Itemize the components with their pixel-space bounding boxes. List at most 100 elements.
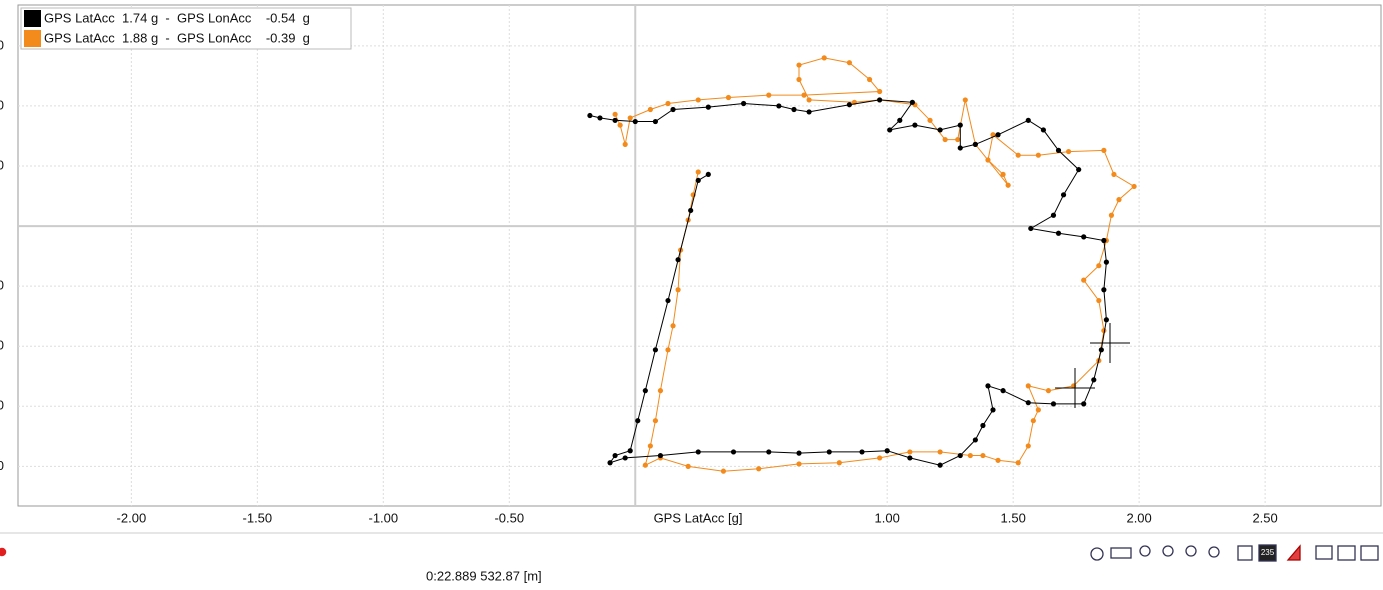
trace-point (1098, 347, 1104, 353)
grid (18, 5, 1381, 506)
trace-point (995, 132, 1001, 138)
trace-point (1000, 388, 1006, 394)
y-tick-label: -0.50 (0, 278, 4, 293)
trace-point (866, 76, 873, 83)
trace-point (1015, 460, 1021, 466)
trace-point (632, 118, 638, 125)
trace-point (1035, 152, 1041, 158)
trace-point (1111, 171, 1117, 178)
trace-point (612, 452, 618, 459)
trace-point (1103, 259, 1109, 265)
warning-icon[interactable] (1286, 544, 1301, 561)
split-icon[interactable] (1337, 545, 1356, 561)
trace-point (877, 97, 883, 103)
zoom-out-icon[interactable] (1185, 545, 1197, 557)
graph-icon[interactable] (1315, 545, 1333, 560)
trace-point (897, 117, 903, 123)
trace-point (1081, 277, 1087, 283)
x-tick-label: 2.00 (1126, 510, 1151, 525)
legend-label: GPS LatAcc 1.74 g - GPS LonAcc -0.54 g (44, 10, 310, 25)
trace-point (826, 449, 832, 455)
trace-point (957, 145, 963, 151)
trace-point (670, 323, 676, 329)
ruler-icon[interactable] (1110, 547, 1132, 559)
trace-point (652, 347, 659, 353)
split3-icon[interactable] (1360, 545, 1379, 561)
trace-point (1028, 225, 1034, 232)
trace-point (985, 383, 991, 389)
trace-point (1101, 287, 1107, 293)
trace-point (912, 122, 918, 128)
trace-point (1108, 212, 1115, 218)
x-tick-label: -0.50 (494, 510, 524, 525)
trace-point (859, 449, 865, 455)
trace-point (877, 88, 883, 95)
zoom-in-icon[interactable] (1162, 545, 1174, 557)
trace-point (1040, 127, 1046, 133)
x-tick-label: 1.00 (875, 510, 900, 525)
trace-point (635, 418, 641, 424)
trace-point (730, 449, 737, 455)
trace-point (695, 449, 701, 455)
x-axis-title: GPS LatAcc [g] (654, 510, 743, 525)
trace-point (657, 452, 664, 459)
trace-point (587, 112, 593, 119)
trace-point (756, 466, 762, 472)
trace-point (617, 122, 623, 128)
trace-point (1065, 148, 1072, 155)
legend-swatch (24, 30, 41, 47)
trace-line (589, 99, 1107, 466)
x-tick-label: 1.50 (1001, 510, 1026, 525)
trace-point (1076, 166, 1082, 173)
layout-icon[interactable] (1237, 545, 1253, 561)
legend: GPS LatAcc 1.74 g - GPS LonAcc -0.54 g GP… (20, 7, 352, 50)
trace-point (607, 460, 613, 466)
trace-point (1000, 171, 1006, 178)
x-tick-label: -1.00 (368, 510, 398, 525)
trace-point (1081, 401, 1087, 407)
trace-point (796, 76, 802, 83)
trace-point (657, 388, 664, 394)
trace-point (622, 455, 628, 461)
trace-point (957, 122, 963, 128)
y-tick-label: 0.50 (0, 157, 4, 172)
x-tick-label: 2.50 (1252, 510, 1277, 525)
trace-point (647, 443, 653, 449)
trace-point (937, 449, 943, 455)
badge-icon[interactable] (1258, 544, 1277, 562)
trace-point (612, 117, 618, 123)
status-readout: 0:22.889 532.87 [m] (426, 568, 542, 583)
stopwatch-icon[interactable] (1090, 547, 1104, 561)
trace-point (740, 100, 747, 107)
trace-point (937, 127, 943, 133)
trace-point (652, 118, 659, 125)
trace-point (622, 141, 628, 147)
trace-point (907, 449, 913, 455)
trace-point (972, 141, 978, 147)
trace-point (909, 99, 915, 105)
record-indicator[interactable] (0, 546, 8, 558)
trace-point (720, 468, 727, 474)
trace-point (766, 449, 772, 455)
trace-point (884, 448, 890, 454)
trace-point (1050, 212, 1057, 218)
trace-point (846, 60, 853, 66)
trace-point (1081, 234, 1087, 240)
trace-point (642, 462, 648, 468)
zoom-fit-icon[interactable] (1208, 546, 1220, 558)
legend-swatch (24, 10, 41, 27)
trace-point (1045, 388, 1052, 394)
zoom-icon[interactable] (1139, 545, 1151, 557)
trace-point (877, 455, 883, 461)
trace-point (796, 450, 802, 456)
trace-point (1025, 383, 1031, 389)
y-tick-label: 1.00 (0, 97, 4, 112)
trace-point (1025, 443, 1031, 449)
trace-point (1030, 418, 1036, 424)
trace-point (685, 463, 691, 469)
trace-point (972, 437, 978, 443)
trace-point (985, 157, 991, 163)
legend-label: GPS LatAcc 1.88 g - GPS LonAcc -0.39 g (44, 30, 310, 45)
trace-point (887, 127, 893, 133)
